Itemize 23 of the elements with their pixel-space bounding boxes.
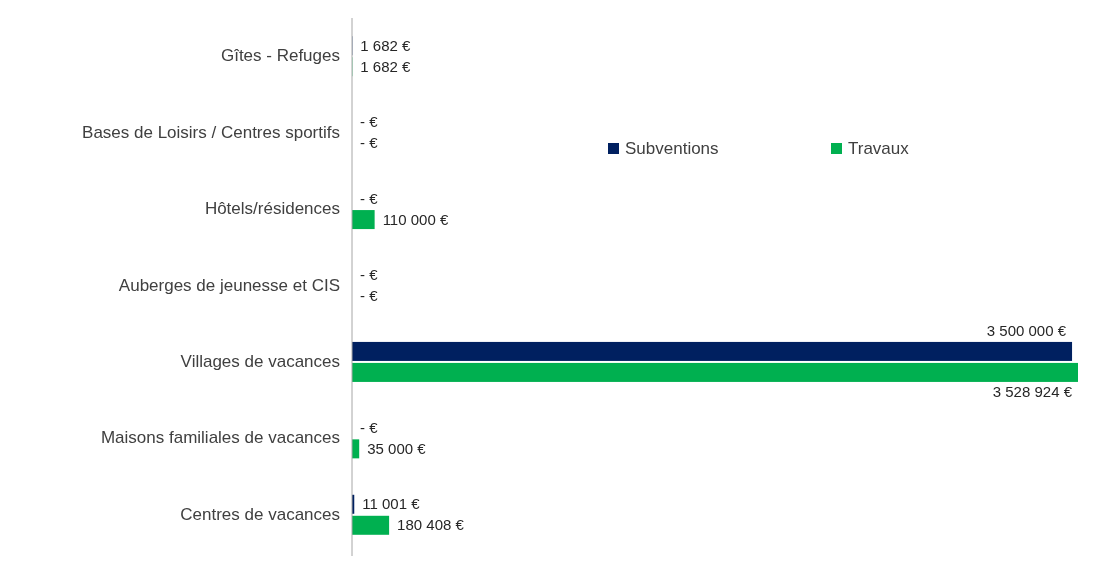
data-label: 1 682 € bbox=[360, 36, 412, 54]
y-tick-label: Hôtels/résidences bbox=[204, 199, 340, 219]
data-label: 3 528 924 € bbox=[992, 382, 1073, 400]
data-label: - € bbox=[360, 189, 379, 207]
data-label: 11 001 € bbox=[362, 495, 421, 513]
legend-label: Subventions bbox=[625, 139, 719, 158]
y-tick-label: Maisons familiales de vacances bbox=[100, 428, 340, 448]
data-label: 1 682 € bbox=[360, 57, 412, 75]
data-label: 180 408 € bbox=[397, 516, 465, 534]
data-label: 110 000 € bbox=[382, 210, 449, 228]
legend-label: Travaux bbox=[848, 139, 910, 158]
data-label: - € bbox=[360, 418, 379, 436]
y-tick-label: Auberges de jeunesse et CIS bbox=[118, 275, 340, 295]
data-label: 3 500 000 € bbox=[986, 321, 1067, 339]
data-label: - € bbox=[360, 287, 379, 304]
y-tick-label: Bases de Loisirs / Centres sportifs bbox=[82, 122, 340, 142]
y-tick-label: Villages de vacances bbox=[180, 351, 340, 371]
data-label: - € bbox=[360, 113, 379, 131]
data-label: - € bbox=[360, 266, 379, 283]
y-tick-label: Gîtes - Refuges bbox=[220, 46, 340, 66]
y-tick-label: Centres de vacances bbox=[180, 504, 340, 524]
data-label: 35 000 € bbox=[367, 439, 427, 457]
data-label: - € bbox=[360, 134, 379, 152]
